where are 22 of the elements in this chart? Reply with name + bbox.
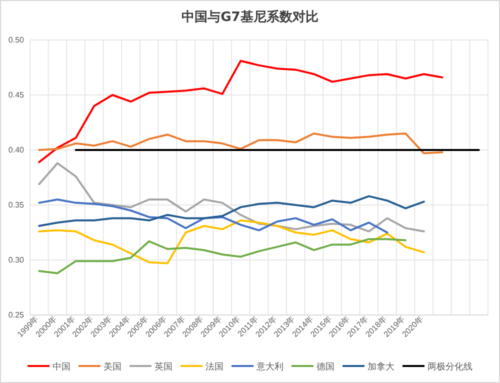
legend-label: 法国 <box>206 362 224 372</box>
legend-label: 德国 <box>316 362 334 372</box>
line-series <box>38 219 425 264</box>
legend-label: 意大利 <box>256 362 284 372</box>
y-tick-label: 0.50 <box>8 36 25 45</box>
y-tick-label: 0.45 <box>8 90 25 100</box>
legend-label: 中国 <box>52 362 70 372</box>
y-tick-label: 0.35 <box>8 200 25 210</box>
y-tick-label: 0.40 <box>8 146 25 155</box>
line-series <box>38 238 407 274</box>
legend-label: 两极分化线 <box>428 362 472 372</box>
legend-label: 英国 <box>154 362 172 372</box>
line-series <box>38 195 425 227</box>
chart-title: 中国与G7基尼系数对比 <box>182 9 318 25</box>
legend-label: 加拿大 <box>368 362 394 372</box>
y-tick-label: 0.30 <box>8 256 25 265</box>
line-series <box>38 162 425 232</box>
line-series <box>38 60 444 164</box>
y-tick-label: 0.25 <box>8 310 25 320</box>
legend-label: 美国 <box>104 362 122 372</box>
line-series <box>38 132 444 154</box>
line-series <box>38 198 388 234</box>
